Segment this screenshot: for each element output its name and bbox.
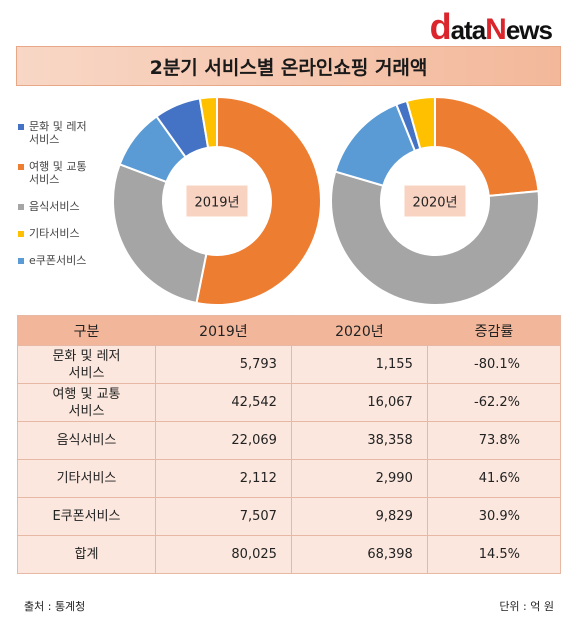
donut-2019-label: 2019년 (186, 185, 248, 217)
donut-2019: 2019년 (108, 92, 326, 310)
unit-note: 단위 : 억 원 (499, 600, 554, 613)
legend-swatch (18, 164, 24, 170)
category-cell: 기타서비스 (17, 459, 156, 498)
table-row: 여행 및 교통 서비스 42,542 16,067 -62.2% (17, 383, 562, 422)
legend-item: 여행 및 교통 서비스 (18, 160, 118, 186)
logo-ews: ews (505, 15, 553, 45)
logo-ata: ata (450, 15, 487, 45)
table-row: 기타서비스 2,112 2,990 41.6% (17, 459, 562, 498)
value-cell: 1,155 (290, 345, 428, 384)
value-cell: 68,398 (290, 535, 428, 574)
legend-swatch (18, 258, 24, 264)
value-cell: 38,358 (290, 421, 428, 460)
table-header-row: 구분 2019년 2020년 증감률 (17, 315, 562, 346)
change-rate-cell: 30.9% (426, 497, 562, 536)
table-header-cell: 2020년 (290, 315, 428, 346)
logo-d: d (429, 6, 452, 47)
table-header-cell: 증감률 (426, 315, 562, 346)
table-header-cell: 구분 (17, 315, 156, 346)
legend-item: 문화 및 레저 서비스 (18, 120, 118, 146)
legend-swatch (18, 124, 24, 130)
value-cell: 2,990 (290, 459, 428, 498)
value-cell: 2,112 (154, 459, 292, 498)
donut-2020-slice-other (405, 95, 436, 151)
value-cell: 7,507 (154, 497, 292, 536)
legend-item: 음식서비스 (18, 200, 118, 213)
legend-label: e쿠폰서비스 (29, 254, 87, 267)
value-cell: 22,069 (154, 421, 292, 460)
table-row: 합계 80,025 68,398 14.5% (17, 535, 562, 574)
change-rate-cell: -62.2% (426, 383, 562, 422)
value-cell: 42,542 (154, 383, 292, 422)
donut-2019-slice-food (112, 163, 208, 305)
legend-label: 문화 및 레저 서비스 (29, 120, 87, 146)
value-cell: 9,829 (290, 497, 428, 536)
donut-2019-slice-other (198, 95, 218, 149)
category-cell: 문화 및 레저 서비스 (17, 345, 156, 384)
value-cell: 16,067 (290, 383, 428, 422)
change-rate-cell: 73.8% (426, 421, 562, 460)
table-row: E쿠폰서비스 7,507 9,829 30.9% (17, 497, 562, 536)
category-cell: E쿠폰서비스 (17, 497, 156, 536)
change-rate-cell: 41.6% (426, 459, 562, 498)
legend-label: 여행 및 교통 서비스 (29, 160, 87, 186)
donut-2020-slice-food (330, 170, 540, 306)
category-cell: 음식서비스 (17, 421, 156, 460)
logo-n: N (485, 13, 507, 46)
donut-2020-label: 2020년 (404, 185, 466, 217)
table-row: 음식서비스 22,069 38,358 73.8% (17, 421, 562, 460)
legend-item: e쿠폰서비스 (18, 254, 118, 267)
legend-swatch (18, 204, 24, 210)
table-row: 문화 및 레저 서비스 5,793 1,155 -80.1% (17, 345, 562, 384)
change-rate-cell: -80.1% (426, 345, 562, 384)
legend-label: 음식서비스 (29, 200, 80, 213)
legend-item: 기타서비스 (18, 227, 118, 240)
category-cell: 여행 및 교통 서비스 (17, 383, 156, 422)
category-cell: 합계 (17, 535, 156, 574)
legend-label: 기타서비스 (29, 227, 80, 240)
donut-2019-svg (112, 95, 322, 306)
data-table: 구분 2019년 2020년 증감률 문화 및 레저 서비스 5,793 1,155 -80… (17, 315, 562, 574)
donut-2020-slice-travel (434, 95, 540, 197)
donut-2020: 2020년 (326, 92, 544, 310)
value-cell: 5,793 (154, 345, 292, 384)
chart-title: 2분기 서비스별 온라인쇼핑 거래액 (16, 46, 561, 86)
legend-swatch (18, 231, 24, 237)
value-cell: 80,025 (154, 535, 292, 574)
change-rate-cell: 14.5% (426, 535, 562, 574)
donut-2020-svg (330, 95, 540, 306)
table-header-cell: 2019년 (154, 315, 292, 346)
donut-2019-slice-travel (195, 95, 322, 306)
source-note: 출처 : 통계청 (24, 600, 86, 613)
